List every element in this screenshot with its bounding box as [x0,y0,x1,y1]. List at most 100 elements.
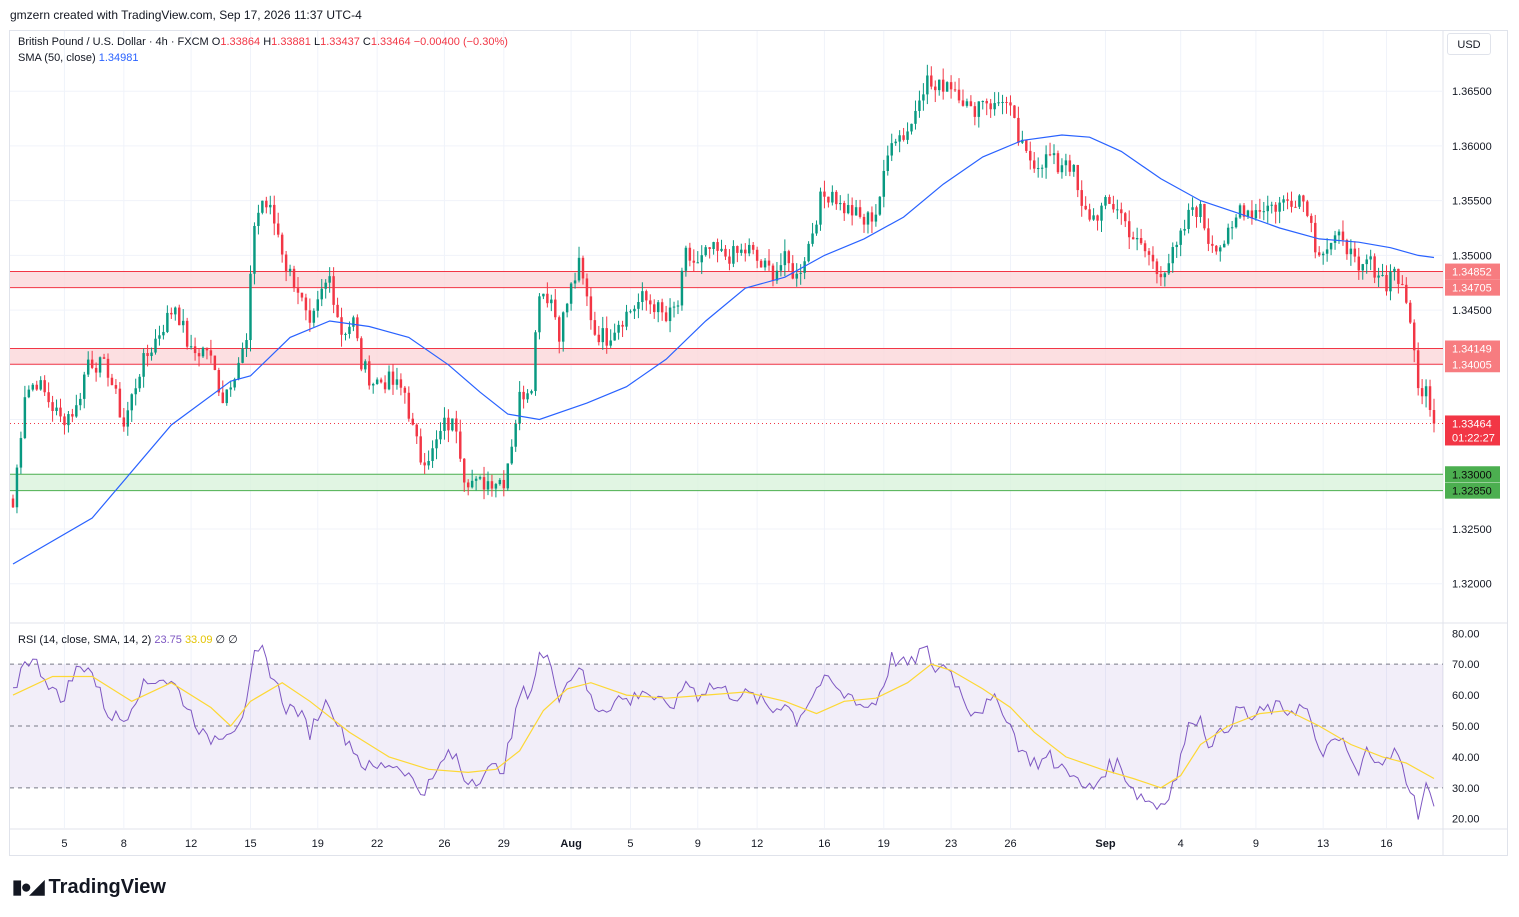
candle-up [1052,153,1056,156]
candle-up [894,141,897,144]
candle-down [1195,207,1198,217]
candle-down [114,385,118,389]
candle-down [1341,231,1345,241]
candle-down [332,276,335,305]
candle-up [1365,259,1368,265]
candle-down [209,350,213,356]
candle-up [1226,227,1230,244]
candle-up [937,79,941,91]
candle-up [926,75,929,95]
candle-up [577,257,581,281]
candle-up [993,103,996,110]
candle-up [981,101,984,103]
last-price-tag [1445,415,1500,446]
rsi-tick-label: 70.00 [1452,659,1480,671]
candle-up [316,299,320,311]
resistance-zone [10,348,1443,365]
price-tick-label: 1.35000 [1452,250,1492,262]
tradingview-logo-text: TradingView [48,876,166,898]
candle-up [1325,249,1329,254]
candle-down [1151,254,1155,262]
candle-down [391,371,395,385]
candle-up [1333,235,1337,243]
candle-down [736,246,739,253]
candle-down [791,263,794,279]
candle-down [1009,102,1012,106]
candle-up [668,307,672,322]
candle-down [1385,274,1388,292]
candle-up [225,389,228,404]
currency-button[interactable]: USD [1447,33,1491,55]
candle-down [1080,190,1083,206]
candle-up [1104,197,1107,206]
candle-up [67,414,70,426]
candle-down [1096,215,1099,221]
candle-up [174,307,177,315]
candle-down [728,256,731,264]
candle-up [443,417,446,431]
candle-down [767,260,771,266]
candle-up [1381,274,1384,276]
rsi-tick-label: 20.00 [1452,814,1480,826]
tradingview-logo-icon: ▮●◢ [12,877,45,898]
candle-down [482,477,486,490]
candle-down [118,388,122,418]
candle-up [684,247,688,271]
price-tick-label: 1.32000 [1452,579,1492,591]
tradingview-logo[interactable]: ▮●◢ TradingView [12,876,166,899]
candle-down [1159,274,1163,278]
candle-up [352,317,355,327]
rsi-ma-line [12,663,1435,789]
candle-up [154,338,157,353]
candle-up [1222,243,1226,248]
candle-up [23,397,27,439]
rsi-value: 23.75 [154,634,182,646]
support-zone [10,474,1443,491]
candle-up [1191,207,1194,210]
candle-up [1187,209,1190,229]
candle-up [387,371,391,390]
time-tick-label: 15 [244,838,256,850]
candle-up [474,478,478,481]
candle-down [403,387,407,393]
candle-down [957,89,961,101]
candle-up [1278,202,1281,212]
candle-up [98,357,102,373]
candle-up [680,270,684,306]
candle-up [257,212,260,226]
candle-up [344,333,347,335]
candle-down [1405,284,1408,303]
chart-frame [9,30,1508,856]
time-tick-label: 12 [751,838,763,850]
candle-down [415,424,418,437]
candle-down [1416,350,1420,389]
candle-down [265,200,268,208]
candle-up [1270,204,1273,206]
candle-down [1353,248,1357,257]
candle-up [75,405,78,417]
last-price-label: 1.33464 [1452,418,1492,430]
candle-down [276,223,280,235]
candle-down [934,86,937,91]
candle-down [368,361,371,386]
candle-down [1207,228,1210,244]
candle-down [850,205,854,216]
candle-up [1393,268,1396,272]
candle-up [1135,237,1139,240]
candle-down [1294,206,1297,208]
candle-up [1116,209,1119,211]
candle-down [827,196,830,203]
candle-up [1282,199,1285,203]
candle-down [522,391,525,400]
ohlc-high: H1.33881 [263,36,311,48]
candle-down [649,300,652,305]
candle-up [1171,247,1174,264]
resistance-zone [10,271,1443,288]
candle-up [1092,215,1095,220]
candle-down [1147,251,1151,255]
candle-up [799,272,802,274]
candle-up [625,311,628,327]
candle-down [63,416,66,426]
candle-down [1250,210,1254,219]
